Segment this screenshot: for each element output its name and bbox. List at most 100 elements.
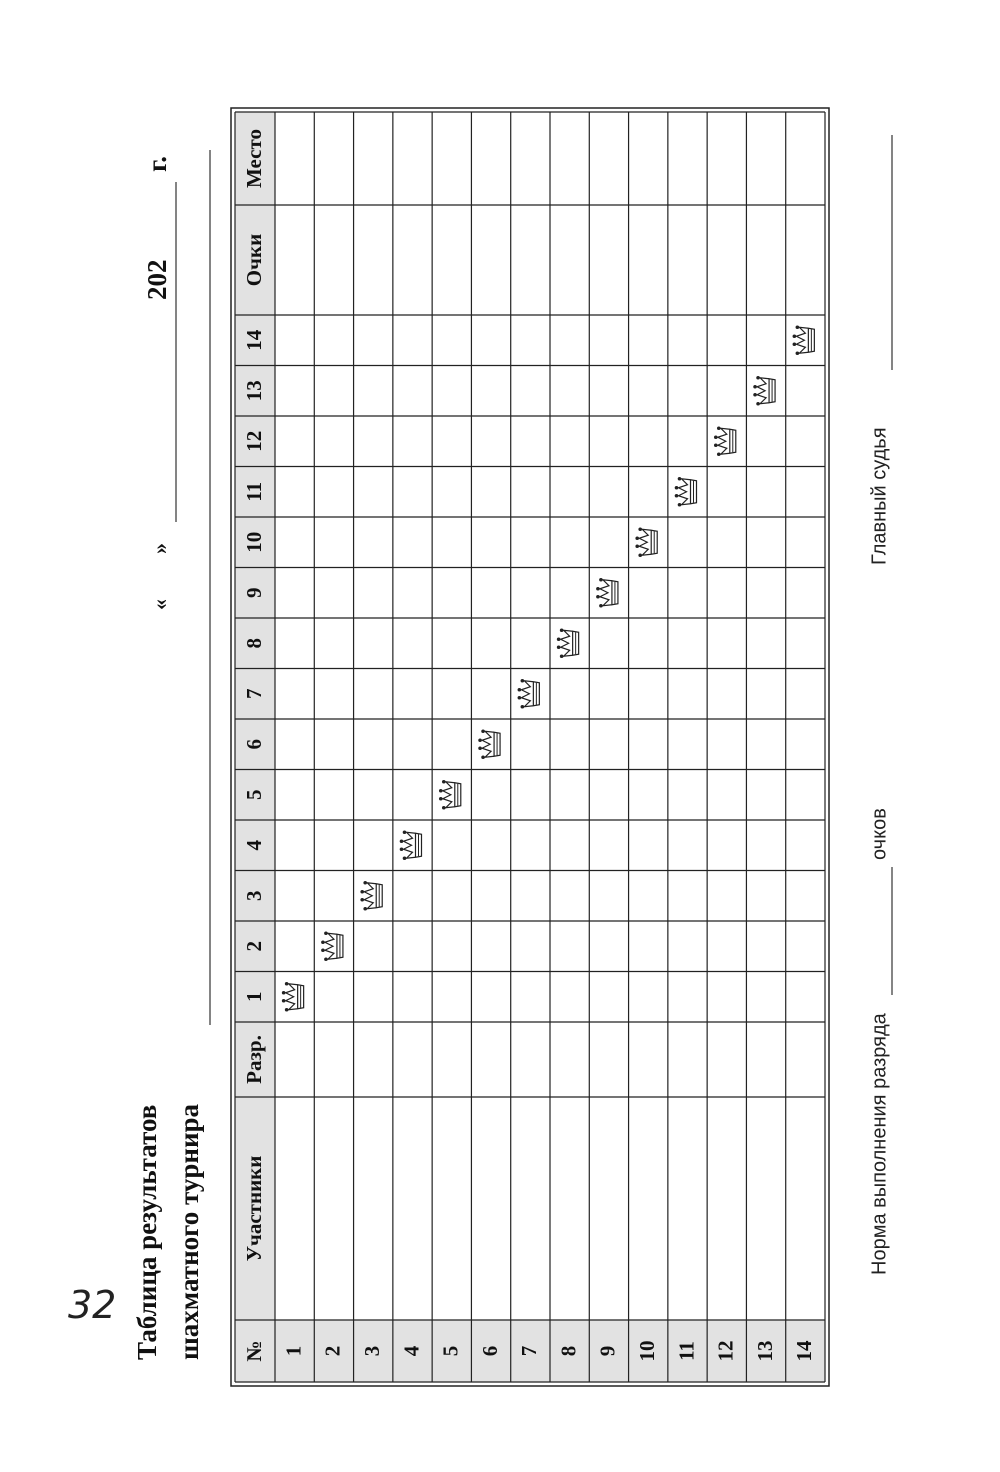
crown-jewel [795,325,800,330]
open-quote: « [147,599,172,610]
crown-icon [478,729,501,760]
crown-jewel [517,687,522,692]
column-header: Место [242,129,266,188]
row-number: 4 [399,1345,423,1356]
crown-body [401,831,423,860]
column-header: Разр. [242,1035,266,1084]
crown-icon [281,981,305,1012]
crown-jewel [599,577,603,582]
crown-jewel [674,485,679,490]
row-number: 8 [556,1346,580,1357]
crown-body [519,679,540,708]
crown-body [676,477,698,506]
crown-jewel [441,779,446,784]
crown-jewel [792,334,797,339]
crown-icon [321,931,344,962]
column-header: 11 [242,482,266,502]
row-number: 7 [517,1346,541,1357]
crown-jewel [635,544,640,549]
row-number: 6 [478,1346,502,1357]
crown-jewel [713,435,718,440]
column-header: 1 [242,992,266,1003]
row-number: 13 [753,1341,777,1362]
crown-jewel [795,351,800,356]
column-header: 14 [242,329,266,351]
table-outer-border [230,107,830,1387]
crown-jewel [478,746,482,751]
year-prefix: 202 [142,260,172,301]
row-number: 1 [281,1346,305,1357]
crown-jewel [402,830,407,835]
page-number: 32 [68,1283,117,1327]
crown-icon [596,577,619,608]
row-number: 14 [792,1340,816,1362]
crown-jewel [716,452,721,457]
crown-jewel [713,443,718,448]
crown-body [559,629,580,658]
column-header: 7 [242,689,266,700]
title-line-2: шахматного турнира [174,1103,204,1360]
crown-jewel [481,729,485,734]
crown-icon [713,426,737,457]
crown-jewel [438,796,443,801]
table: №УчастникиРазр.1234567891011121314ОчкиМе… [230,107,830,1387]
crown-icon [399,830,423,861]
crown-jewel [481,755,485,760]
row-number: 10 [635,1341,659,1362]
crown-jewel [281,990,286,995]
column-header: 13 [242,380,266,401]
crown-jewel [321,940,325,945]
crown-jewel [520,678,525,683]
crown-jewel [517,695,522,700]
crown-jewel [638,527,643,532]
crown-jewel [321,948,325,953]
crown-body [480,730,501,759]
crown-jewel [520,704,525,709]
crown-body [716,427,737,456]
column-header: 5 [242,790,266,801]
crown-icon [674,476,698,507]
column-header: 10 [242,532,266,553]
crown-jewel [716,426,721,431]
crown-jewel [402,856,407,861]
crown-body [755,376,776,405]
judge-label: Главный судья [868,427,890,565]
row-number: 5 [439,1346,463,1357]
crown-jewel [324,957,328,962]
column-header: 2 [242,941,266,952]
crown-jewel [559,628,564,633]
crown-jewel [284,1007,289,1012]
crown-icon [517,678,540,709]
crown-jewel [635,536,640,541]
title-line-1: Таблица результатов [132,1105,162,1360]
crown-icon [753,375,776,406]
column-header: 12 [242,431,266,452]
row-number: 3 [360,1346,384,1357]
crown-jewel [281,998,286,1003]
column-header: № [242,1340,266,1361]
crown-icon [438,779,462,810]
rotated-content: Таблица результатов шахматного турнира «… [132,107,893,1387]
crown-jewel [360,889,365,894]
crown-jewel [363,880,368,885]
column-header: 6 [242,739,266,750]
crown-body [284,982,305,1011]
row-number: 2 [321,1346,345,1357]
norm-label: Норма выполнения разряда [868,1012,890,1275]
crown-jewel [753,392,757,397]
crown-icon [792,325,815,356]
crown-jewel [674,493,679,498]
row-number: 11 [674,1341,698,1361]
crown-jewel [478,738,482,743]
points-label: очков [868,808,890,860]
crown-jewel [399,847,404,852]
crown-body [794,326,815,355]
crown-jewel [360,897,365,902]
crown-body [637,528,658,557]
column-header: 8 [242,638,266,649]
crown-jewel [792,342,797,347]
crown-jewel [596,594,600,599]
crown-body [362,881,383,910]
crown-jewel [756,375,760,380]
